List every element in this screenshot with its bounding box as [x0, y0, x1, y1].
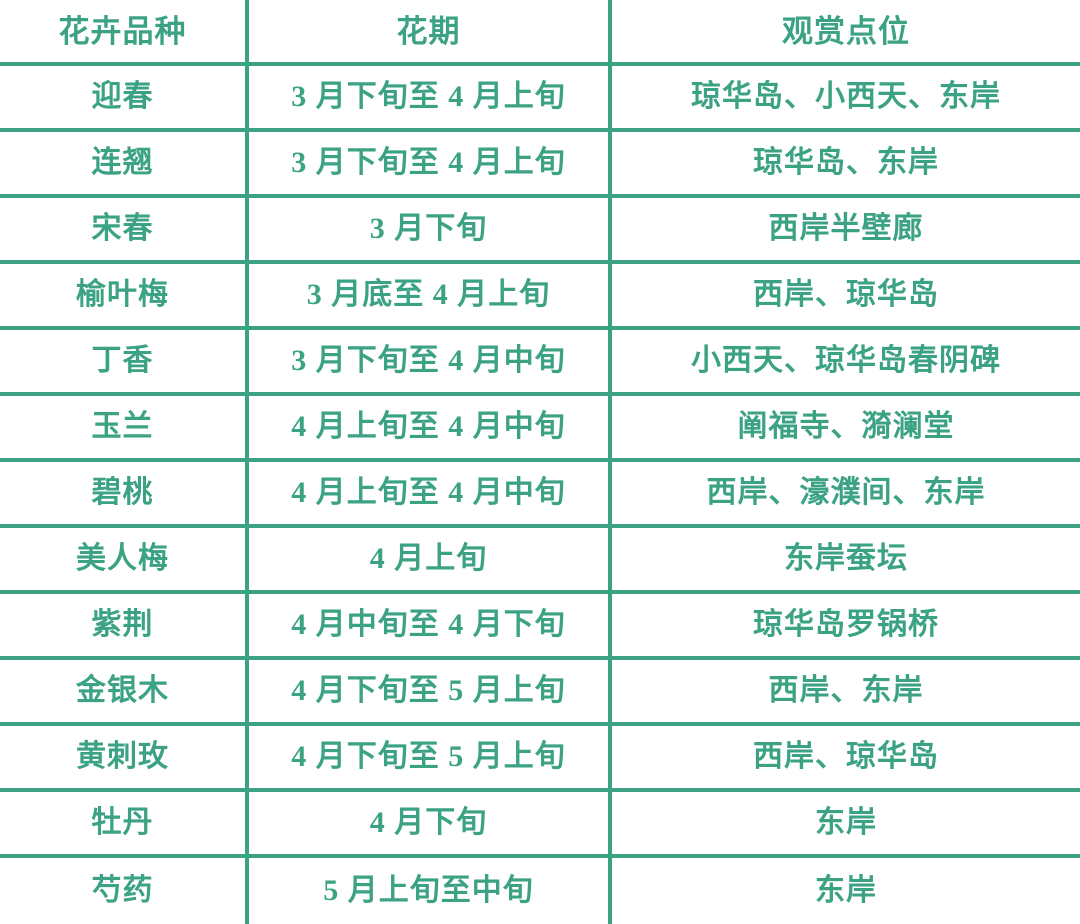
- table-row: 丁香 3 月下旬至 4 月中旬 小西天、琼华岛春阴碑: [0, 330, 1080, 396]
- bloom-period-cell: 4 月上旬至 4 月中旬: [245, 462, 612, 524]
- viewing-location-cell: 东岸蚕坛: [784, 542, 908, 575]
- viewing-location-cell: 西岸、东岸: [768, 674, 924, 707]
- table-row: 迎春 3 月下旬至 4 月上旬 琼华岛、小西天、东岸: [0, 66, 1080, 132]
- viewing-location-cell: 阐福寺、漪澜堂: [737, 410, 955, 443]
- table-row: 榆叶梅 3 月底至 4 月上旬 西岸、琼华岛: [0, 264, 1080, 330]
- bloom-period-cell: 4 月上旬: [245, 528, 612, 590]
- viewing-location-cell: 东岸: [815, 874, 877, 907]
- table-header-row: 花卉品种 花期 观赏点位: [0, 0, 1080, 66]
- table-row: 玉兰 4 月上旬至 4 月中旬 阐福寺、漪澜堂: [0, 396, 1080, 462]
- table-row: 紫荆 4 月中旬至 4 月下旬 琼华岛罗锅桥: [0, 594, 1080, 660]
- species-cell: 美人梅: [76, 542, 169, 575]
- bloom-period-cell: 3 月下旬: [245, 198, 612, 260]
- table-row: 美人梅 4 月上旬 东岸蚕坛: [0, 528, 1080, 594]
- species-cell: 芍药: [91, 874, 154, 907]
- species-cell: 紫荆: [91, 608, 154, 641]
- table-row: 碧桃 4 月上旬至 4 月中旬 西岸、濠濮间、东岸: [0, 462, 1080, 528]
- species-cell: 迎春: [91, 80, 154, 113]
- species-cell: 黄刺玫: [76, 740, 169, 773]
- viewing-location-cell: 西岸、琼华岛: [753, 740, 939, 773]
- viewing-location-cell: 小西天、琼华岛春阴碑: [691, 344, 1001, 377]
- bloom-period-cell: 3 月下旬至 4 月中旬: [245, 330, 612, 392]
- bloom-period-cell: 4 月下旬至 5 月上旬: [245, 726, 612, 788]
- viewing-location-cell: 东岸: [815, 806, 877, 839]
- header-bloom-period: 花期: [245, 0, 612, 62]
- bloom-period-cell: 3 月下旬至 4 月上旬: [245, 132, 612, 194]
- bloom-period-cell: 4 月中旬至 4 月下旬: [245, 594, 612, 656]
- header-viewing-location: 观赏点位: [782, 13, 910, 49]
- bloom-period-cell: 3 月底至 4 月上旬: [245, 264, 612, 326]
- viewing-location-cell: 琼华岛、东岸: [753, 146, 939, 179]
- species-cell: 连翘: [91, 146, 154, 179]
- bloom-period-cell: 3 月下旬至 4 月上旬: [245, 66, 612, 128]
- table-body: 迎春 3 月下旬至 4 月上旬 琼华岛、小西天、东岸 连翘 3 月下旬至 4 月上旬 琼华…: [0, 66, 1080, 924]
- viewing-location-cell: 西岸、琼华岛: [753, 278, 939, 311]
- bloom-period-cell: 4 月下旬: [245, 792, 612, 854]
- header-species: 花卉品种: [58, 13, 187, 49]
- viewing-location-cell: 西岸半壁廊: [768, 212, 924, 245]
- table-row: 金银木 4 月下旬至 5 月上旬 西岸、东岸: [0, 660, 1080, 726]
- table-row: 宋春 3 月下旬 西岸半壁廊: [0, 198, 1080, 264]
- species-cell: 榆叶梅: [76, 278, 169, 311]
- species-cell: 玉兰: [91, 410, 154, 443]
- table-row: 连翘 3 月下旬至 4 月上旬 琼华岛、东岸: [0, 132, 1080, 198]
- table-row: 芍药 5 月上旬至中旬 东岸: [0, 858, 1080, 924]
- species-cell: 牡丹: [91, 806, 154, 839]
- viewing-location-cell: 西岸、濠濮间、东岸: [706, 476, 986, 509]
- table-row: 牡丹 4 月下旬 东岸: [0, 792, 1080, 858]
- viewing-location-cell: 琼华岛、小西天、东岸: [691, 80, 1001, 113]
- table-row: 黄刺玫 4 月下旬至 5 月上旬 西岸、琼华岛: [0, 726, 1080, 792]
- viewing-location-cell: 琼华岛罗锅桥: [753, 608, 939, 641]
- species-cell: 金银木: [76, 674, 169, 707]
- species-cell: 宋春: [91, 212, 154, 245]
- bloom-period-cell: 5 月上旬至中旬: [245, 858, 612, 924]
- bloom-period-cell: 4 月下旬至 5 月上旬: [245, 660, 612, 722]
- species-cell: 碧桃: [91, 476, 154, 509]
- species-cell: 丁香: [91, 344, 154, 377]
- bloom-period-cell: 4 月上旬至 4 月中旬: [245, 396, 612, 458]
